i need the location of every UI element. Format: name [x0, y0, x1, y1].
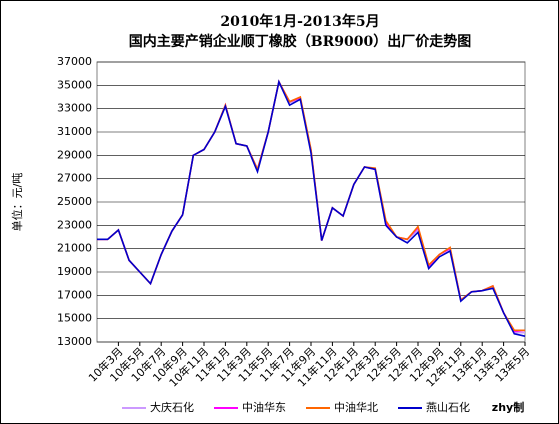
annotation: zhy制	[492, 400, 524, 414]
y-tick-label: 19000	[57, 265, 92, 278]
legend-label: 大庆石化	[150, 400, 194, 414]
y-tick-label: 23000	[57, 218, 92, 231]
chart-title: 2010年1月-2013年5月	[220, 13, 379, 30]
legend-label: 中油华北	[334, 400, 378, 414]
y-tick-label: 37000	[57, 55, 92, 68]
y-tick-label: 25000	[57, 195, 92, 208]
y-tick-label: 33000	[57, 102, 92, 115]
y-tick-label: 27000	[57, 172, 92, 185]
y-tick-label: 15000	[57, 312, 92, 325]
y-tick-label: 21000	[57, 242, 92, 255]
y-tick-label: 17000	[57, 288, 92, 301]
chart-subtitle: 国内主要产销企业顺丁橡胶（BR9000）出厂价走势图	[129, 33, 471, 50]
y-tick-label: 13000	[57, 335, 92, 348]
y-tick-label: 35000	[57, 78, 92, 91]
legend-label: 燕山石化	[426, 400, 470, 414]
legend-label: 中油华东	[242, 400, 286, 414]
y-axis-label: 单位：元/吨	[10, 173, 24, 232]
y-tick-label: 29000	[57, 148, 92, 161]
y-tick-label: 31000	[57, 125, 92, 138]
series-line	[97, 79, 526, 337]
